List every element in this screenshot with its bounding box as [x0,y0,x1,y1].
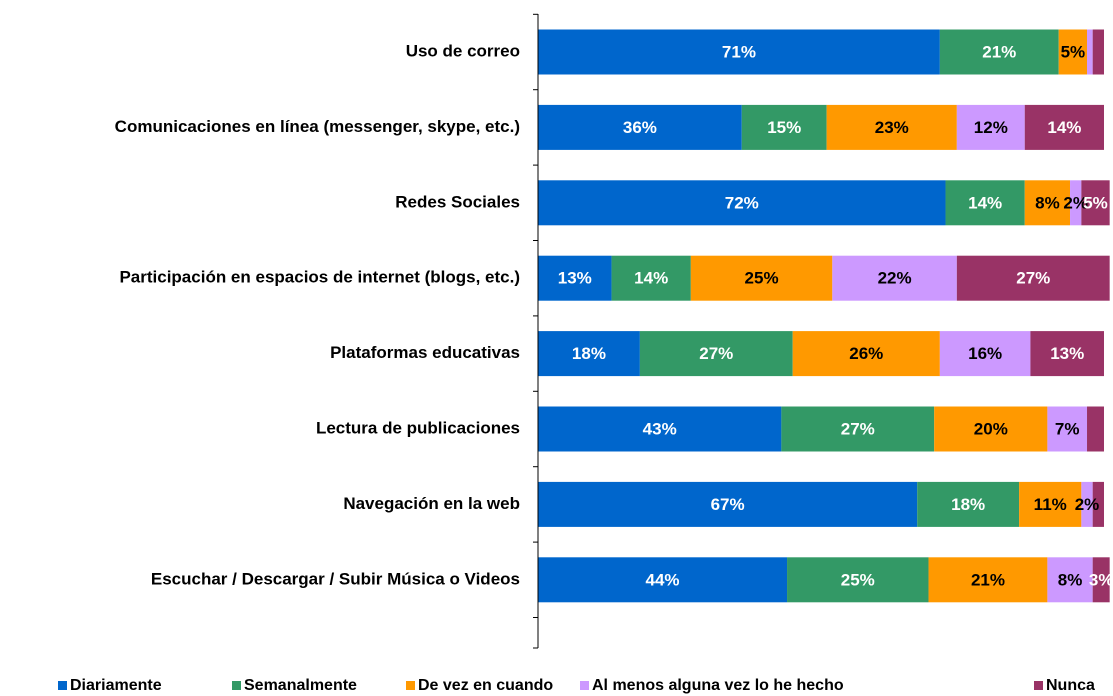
bar-segment [1047,406,1088,452]
bar-segment [1081,180,1110,226]
value-label: 14% [634,269,668,288]
value-label: 23% [875,118,909,137]
bar-segment [1092,481,1104,527]
bar-segment [939,331,1031,377]
value-label: 12% [974,118,1008,137]
bar-segment [611,255,691,301]
bar-segment [639,331,793,377]
bar-segment [538,255,612,301]
value-label: 22% [878,269,912,288]
bar-segment [945,180,1025,226]
value-label: 16% [968,344,1002,363]
legend-swatch [406,681,415,690]
value-label: 8% [1058,570,1083,589]
legend-swatch [1034,681,1043,690]
bar-segment [1024,104,1104,150]
value-label: 71% [722,42,756,61]
value-label: 5% [1061,42,1086,61]
bar-segment [538,331,640,377]
bar-segment [538,104,742,150]
legend-label: Al menos alguna vez lo he hecho [592,677,844,694]
bar-segment [1058,29,1088,75]
legend-label: Diariamente [70,677,162,694]
bar-segment [538,406,782,452]
value-label: 18% [572,344,606,363]
bar-segment [787,557,929,603]
value-label: 2% [1063,193,1088,212]
bar-segment [939,29,1059,75]
bar-segment [538,557,788,603]
category-label: Redes Sociales [395,192,520,211]
value-label: 43% [643,419,677,438]
bar-segment [1030,331,1104,377]
bar-segment [1047,557,1093,603]
bar-segment [1087,406,1104,452]
bar-segment [741,104,827,150]
plot-area [538,29,1110,603]
bar-segment [1092,557,1110,603]
value-label: 21% [982,42,1016,61]
bar-segment [832,255,957,301]
value-label: 25% [841,570,875,589]
bar-segment [826,104,957,150]
bar-segment [1019,481,1082,527]
bar-segment [538,180,946,226]
bar-segment [792,331,940,377]
category-label: Comunicaciones en línea (messenger, skyp… [115,117,520,136]
category-label: Lectura de publicaciones [316,418,520,437]
value-label: 36% [623,118,657,137]
bar-segment [1024,180,1071,226]
value-label: 15% [767,118,801,137]
bar-segment [538,29,940,75]
legend-label: Nunca [1046,677,1095,694]
bar-segment [1081,481,1093,527]
value-label: 26% [849,344,883,363]
category-label: Escuchar / Descargar / Subir Música o Vi… [151,569,520,588]
bar-segment [1087,29,1093,75]
value-label: 27% [699,344,733,363]
value-label: 2% [1075,495,1100,514]
value-label: 44% [646,570,680,589]
value-label: 8% [1035,193,1060,212]
bar-segment [1070,180,1082,226]
value-label: 20% [974,419,1008,438]
value-label: 11% [1034,495,1067,514]
bar-segment [934,406,1048,452]
bar-segment [928,557,1048,603]
category-label: Navegación en la web [343,494,520,513]
value-label: 5% [1083,193,1108,212]
legend-swatch [58,681,67,690]
legend-swatch [580,681,589,690]
category-label: Plataformas educativas [330,343,520,362]
value-label: 25% [745,269,779,288]
value-label: 14% [1047,118,1081,137]
legend-swatch [232,681,241,690]
value-label: 13% [558,269,592,288]
value-label: 13% [1050,344,1084,363]
bar-segment [956,104,1025,150]
bar-segment [690,255,833,301]
value-label: 14% [968,193,1002,212]
value-label: 3% [1089,570,1113,589]
value-label: 7% [1055,419,1080,438]
category-label: Uso de correo [406,41,520,60]
legend-label: De vez en cuando [418,677,553,694]
bar-segment [1092,29,1104,75]
bar-segment [917,481,1020,527]
value-label: 27% [1016,269,1050,288]
value-label: 18% [951,495,985,514]
bar-segment [781,406,935,452]
legend-label: Semanalmente [244,677,357,694]
bar-segment [956,255,1110,301]
category-label: Participación en espacios de internet (b… [119,268,520,287]
value-label: 27% [841,419,875,438]
value-label: 72% [725,193,759,212]
value-label: 67% [711,495,745,514]
value-label: 21% [971,570,1005,589]
bar-segment [538,481,918,527]
